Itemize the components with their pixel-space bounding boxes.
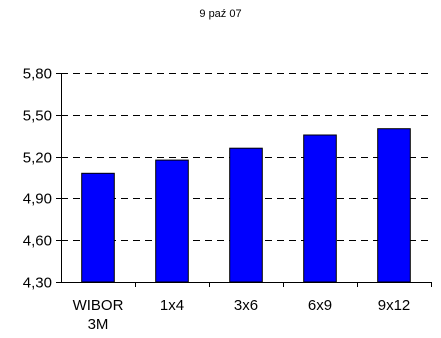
y-tick-label: 4,60 [23, 233, 52, 250]
x-category-label-line: 3x6 [234, 297, 258, 314]
bar [81, 172, 115, 283]
x-category-label-line: 6x9 [308, 297, 332, 314]
y-tick-label: 4,30 [23, 275, 52, 292]
x-category-label: WIBOR 3M [73, 297, 124, 333]
x-category-label-line: WIBOR [73, 297, 124, 314]
x-category-label: 9x12 [378, 297, 411, 314]
bar [303, 134, 337, 283]
x-category-label-line: 1x4 [160, 297, 184, 314]
x-category-label: 3x6 [234, 297, 258, 314]
bars [81, 128, 411, 283]
x-category-label: 6x9 [308, 297, 332, 314]
bar [229, 147, 263, 283]
y-tick-label: 5,50 [23, 108, 52, 125]
y-tick-label: 5,20 [23, 150, 52, 167]
x-category-label-line: 9x12 [378, 297, 411, 314]
y-tick-label: 5,80 [23, 66, 52, 83]
y-tick-labels: 4,30 4,60 4,90 5,20 5,50 5,80 [23, 66, 52, 292]
y-tick-label: 4,90 [23, 191, 52, 208]
x-category-label: 1x4 [160, 297, 184, 314]
x-category-label-line: 3M [88, 316, 109, 333]
bar [377, 128, 411, 283]
bar [155, 159, 189, 283]
x-category-labels: WIBOR 3M 1x4 3x6 6x9 9x12 [73, 297, 411, 333]
chart-title: 9 paź 07 [199, 8, 242, 20]
